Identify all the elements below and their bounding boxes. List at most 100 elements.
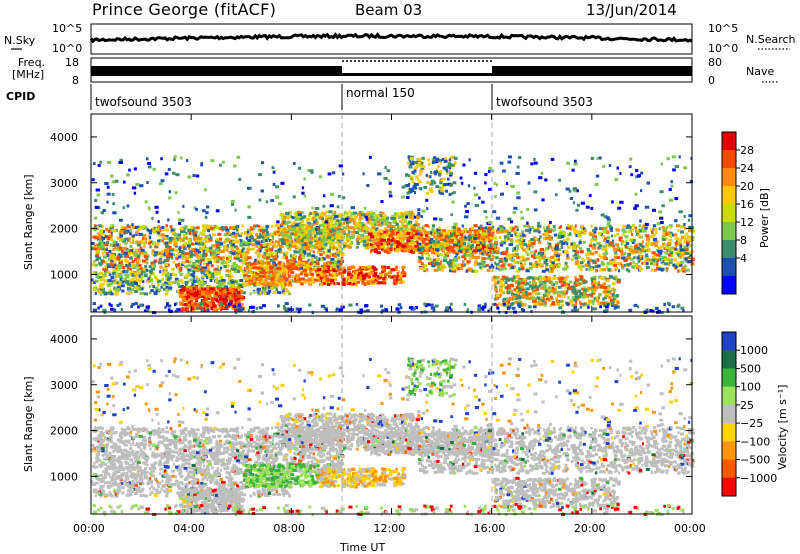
- power-cell: [390, 243, 395, 247]
- power-cell: [192, 280, 197, 283]
- power-cell: [394, 281, 398, 285]
- power-cell: [176, 266, 179, 270]
- power-cell: [316, 257, 319, 261]
- power-cell: [142, 267, 146, 271]
- power-cell: [231, 306, 235, 310]
- power-cell: [238, 234, 243, 238]
- power-cell: [196, 279, 199, 283]
- power-cell: [618, 269, 621, 273]
- power-cell: [362, 240, 367, 244]
- power-cell: [556, 254, 560, 258]
- power-cell: [111, 271, 116, 275]
- power-cell: [387, 275, 391, 279]
- power-cell: [258, 277, 262, 281]
- power-cell: [96, 256, 101, 260]
- power-cell: [120, 249, 124, 253]
- power-cell: [197, 251, 202, 255]
- power-cell: [636, 265, 641, 269]
- power-cell: [350, 235, 355, 239]
- power-cell: [513, 260, 518, 264]
- power-cell: [307, 277, 312, 281]
- power-cell: [310, 272, 315, 276]
- power-cell: [236, 282, 239, 286]
- power-cell: [234, 266, 237, 270]
- power-cell: [172, 260, 175, 264]
- power-cell: [125, 272, 129, 276]
- power-cell: [148, 229, 153, 233]
- power-cell: [685, 268, 690, 272]
- power-cell: [246, 271, 250, 275]
- power-cell: [194, 252, 198, 256]
- power-cell: [330, 241, 334, 245]
- power-cell: [422, 233, 427, 237]
- power-cell: [369, 278, 373, 281]
- power-cell: [303, 238, 309, 242]
- power-cell: [155, 277, 159, 281]
- power-cell: [282, 276, 286, 280]
- power-cell: [407, 236, 410, 240]
- power-cell: [187, 268, 192, 272]
- power-cell: [331, 272, 336, 275]
- power-cell: [114, 264, 119, 268]
- power-cell: [427, 236, 431, 240]
- power-cell: [267, 237, 270, 241]
- power-cell: [157, 242, 160, 245]
- power-cell: [367, 211, 371, 214]
- power-cell: [164, 235, 169, 238]
- power-cell: [307, 232, 311, 236]
- power-cell: [298, 224, 301, 228]
- power-cell: [273, 285, 278, 289]
- power-cell: [178, 268, 183, 272]
- power-cell: [193, 236, 197, 240]
- power-cell: [408, 233, 413, 236]
- power-cell: [368, 268, 373, 272]
- power-cell: [190, 255, 193, 258]
- power-cell: [357, 226, 360, 230]
- power-cell: [207, 266, 210, 270]
- power-cell: [419, 267, 423, 270]
- power-cell: [330, 261, 334, 265]
- power-cell: [359, 211, 362, 214]
- power-cell: [583, 259, 586, 263]
- power-cell: [680, 230, 685, 234]
- power-cell: [458, 236, 462, 240]
- power-cell: [192, 287, 196, 291]
- power-cell: [589, 241, 593, 245]
- power-cell: [331, 253, 335, 257]
- power-cell: [386, 231, 391, 235]
- power-cell: [99, 292, 103, 296]
- power-cell: [114, 262, 117, 266]
- power-cell: [348, 210, 351, 214]
- power-cell: [596, 241, 601, 245]
- power-cell: [374, 276, 378, 279]
- power-cell: [316, 250, 320, 254]
- power-cell: [140, 248, 145, 252]
- power-cell: [327, 232, 331, 236]
- power-cell: [304, 273, 309, 277]
- power-cell: [463, 227, 467, 231]
- power-cell: [203, 224, 208, 228]
- power-cell: [284, 289, 290, 293]
- power-cell: [207, 296, 211, 300]
- power-cell: [166, 258, 170, 262]
- power-cell: [375, 216, 380, 220]
- power-cell: [443, 235, 447, 238]
- power-cell: [516, 256, 519, 260]
- power-cell: [110, 263, 114, 267]
- power-cell: [408, 241, 412, 245]
- power-cell: [222, 290, 227, 294]
- power-cell: [225, 248, 229, 252]
- power-cell: [227, 291, 232, 295]
- power-cell: [198, 287, 202, 291]
- power-cell: [171, 256, 174, 260]
- power-cell: [223, 301, 227, 305]
- power-cell: [236, 228, 238, 232]
- power-cell: [482, 247, 485, 251]
- power-cell: [121, 289, 125, 293]
- power-cell: [256, 235, 261, 239]
- power-cell: [168, 281, 172, 284]
- power-cell: [125, 280, 130, 284]
- power-cell: [407, 213, 412, 217]
- power-cell: [229, 284, 235, 287]
- power-cell: [616, 232, 619, 236]
